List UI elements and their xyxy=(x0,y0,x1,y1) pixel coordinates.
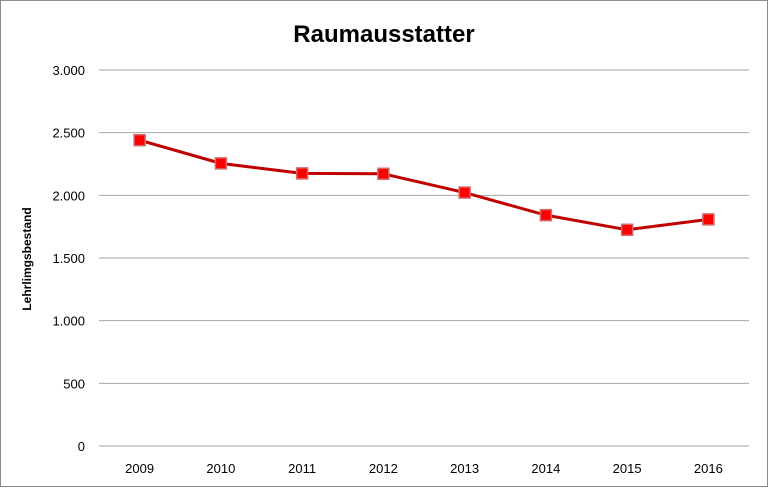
data-point xyxy=(702,213,715,226)
data-point xyxy=(377,167,390,181)
x-tick-label: 2014 xyxy=(531,461,560,476)
x-tick-label: 2011 xyxy=(288,461,316,476)
y-tick-label: 1.500 xyxy=(52,251,85,266)
data-point xyxy=(133,133,146,147)
x-tick-label: 2010 xyxy=(206,461,235,476)
series-line xyxy=(139,138,709,232)
data-point xyxy=(620,223,634,237)
x-tick-label: 2009 xyxy=(125,461,154,476)
x-tick-label: 2013 xyxy=(450,461,479,476)
y-tick-label: 3.000 xyxy=(52,63,85,78)
x-tick-label: 2016 xyxy=(694,461,723,476)
y-tick-label: 2.000 xyxy=(52,188,85,203)
data-point xyxy=(214,157,228,170)
x-tick-label: 2012 xyxy=(369,461,398,476)
y-tick-label: 500 xyxy=(63,376,85,391)
data-point xyxy=(295,167,309,180)
y-tick-label: 0 xyxy=(78,439,85,454)
data-point xyxy=(458,186,471,199)
chart-title: Raumausstatter xyxy=(293,21,474,48)
y-tick-label: 1.000 xyxy=(52,314,85,329)
data-point xyxy=(539,208,553,222)
y-tick-label: 2.500 xyxy=(52,126,85,141)
y-axis-label: Lehrlimgsbestand xyxy=(20,207,34,310)
x-tick-label: 2015 xyxy=(613,461,642,476)
